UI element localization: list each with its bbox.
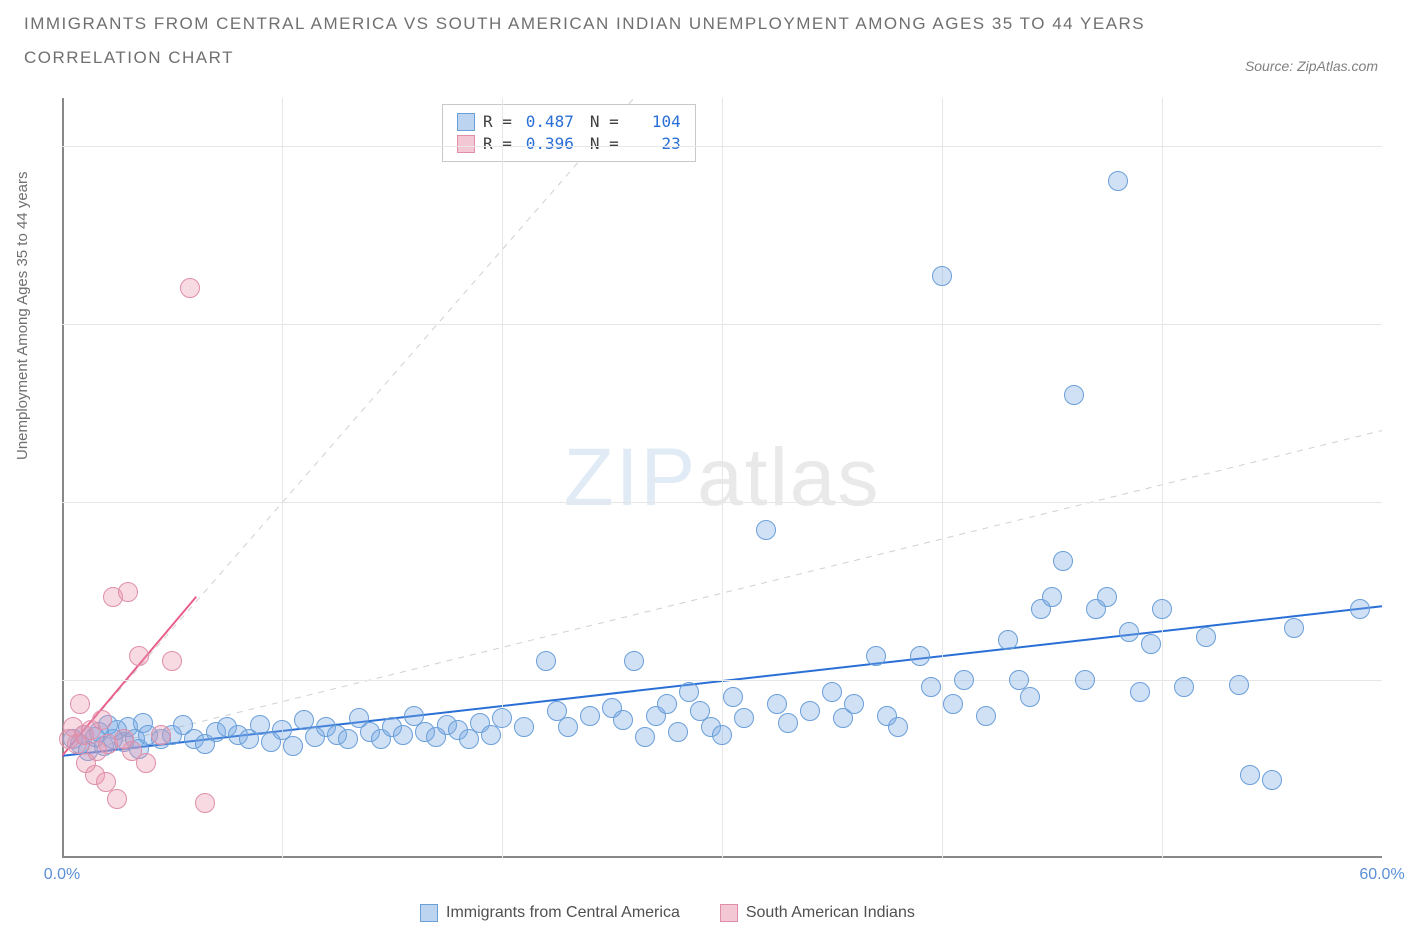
- scatter-point-south: [151, 725, 171, 745]
- legend-n-value: 104: [627, 111, 681, 133]
- scatter-point-central: [1350, 599, 1370, 619]
- scatter-point-central: [844, 694, 864, 714]
- scatter-point-central: [668, 722, 688, 742]
- source-attribution: Source: ZipAtlas.com: [1245, 58, 1378, 74]
- scatter-point-central: [635, 727, 655, 747]
- stats-legend-row: R = 0.487 N = 104: [457, 111, 681, 133]
- y-axis-label: Unemployment Among Ages 35 to 44 years: [14, 171, 31, 460]
- scatter-point-central: [943, 694, 963, 714]
- scatter-point-central: [778, 713, 798, 733]
- scatter-point-south: [129, 646, 149, 666]
- gridline-v: [1162, 98, 1163, 858]
- legend-r-label: R =: [483, 133, 512, 155]
- scatter-point-central: [723, 687, 743, 707]
- scatter-point-central: [1240, 765, 1260, 785]
- scatter-point-south: [118, 582, 138, 602]
- y-tick-label: 7.5%: [1392, 671, 1406, 689]
- stats-legend-box: R = 0.487 N = 104 R = 0.396 N = 23: [442, 104, 696, 162]
- watermark-accent: ZIP: [564, 432, 698, 523]
- series-legend-label: South American Indians: [746, 904, 915, 922]
- scatter-point-central: [1119, 622, 1139, 642]
- legend-swatch: [457, 135, 475, 153]
- scatter-point-south: [195, 793, 215, 813]
- scatter-point-central: [1020, 687, 1040, 707]
- scatter-point-central: [1064, 385, 1084, 405]
- scatter-point-central: [580, 706, 600, 726]
- scatter-point-central: [756, 520, 776, 540]
- x-tick-label: 60.0%: [1359, 866, 1404, 884]
- scatter-point-central: [1262, 770, 1282, 790]
- scatter-point-central: [1229, 675, 1249, 695]
- scatter-point-central: [1108, 171, 1128, 191]
- x-tick-label: 0.0%: [44, 866, 80, 884]
- scatter-point-south: [107, 789, 127, 809]
- scatter-point-central: [712, 725, 732, 745]
- series-legend-label: Immigrants from Central America: [446, 904, 680, 922]
- legend-swatch: [720, 904, 738, 922]
- scatter-point-south: [92, 710, 112, 730]
- gridline-v: [502, 98, 503, 858]
- scatter-point-central: [481, 725, 501, 745]
- scatter-point-south: [180, 278, 200, 298]
- legend-n-label: N =: [590, 111, 619, 133]
- scatter-point-central: [767, 694, 787, 714]
- scatter-point-central: [1097, 587, 1117, 607]
- scatter-point-central: [613, 710, 633, 730]
- series-legend: Immigrants from Central America South Ame…: [420, 904, 915, 922]
- scatter-point-central: [1174, 677, 1194, 697]
- scatter-point-central: [734, 708, 754, 728]
- scatter-point-central: [866, 646, 886, 666]
- watermark-text: atlas: [697, 432, 880, 523]
- scatter-point-central: [1042, 587, 1062, 607]
- correlation-scatter-chart: ZIPatlas R =0.487N =104R =0.396N = 23 7.…: [62, 98, 1382, 858]
- y-tick-label: 22.5%: [1392, 315, 1406, 333]
- scatter-point-central: [536, 651, 556, 671]
- scatter-point-south: [70, 694, 90, 714]
- scatter-point-south: [162, 651, 182, 671]
- legend-n-label: N =: [590, 133, 619, 155]
- y-tick-label: 15.0%: [1392, 493, 1406, 511]
- scatter-point-central: [624, 651, 644, 671]
- scatter-point-central: [1053, 551, 1073, 571]
- scatter-point-central: [514, 717, 534, 737]
- scatter-point-central: [822, 682, 842, 702]
- scatter-point-central: [657, 694, 677, 714]
- scatter-point-central: [1152, 599, 1172, 619]
- series-legend-item: South American Indians: [720, 904, 915, 922]
- scatter-point-central: [558, 717, 578, 737]
- legend-swatch: [420, 904, 438, 922]
- page-title-line1: IMMIGRANTS FROM CENTRAL AMERICA VS SOUTH…: [24, 14, 1406, 34]
- y-tick-label: 30.0%: [1392, 137, 1406, 155]
- legend-r-value: 0.396: [520, 133, 574, 155]
- scatter-point-central: [954, 670, 974, 690]
- scatter-point-central: [976, 706, 996, 726]
- legend-swatch: [457, 113, 475, 131]
- scatter-point-central: [1075, 670, 1095, 690]
- scatter-point-central: [932, 266, 952, 286]
- scatter-point-central: [393, 725, 413, 745]
- series-legend-item: Immigrants from Central America: [420, 904, 680, 922]
- scatter-point-central: [910, 646, 930, 666]
- scatter-point-central: [1130, 682, 1150, 702]
- scatter-point-central: [1141, 634, 1161, 654]
- scatter-point-central: [338, 729, 358, 749]
- scatter-point-central: [283, 736, 303, 756]
- gridline-v: [942, 98, 943, 858]
- legend-r-label: R =: [483, 111, 512, 133]
- scatter-point-central: [492, 708, 512, 728]
- scatter-point-central: [1196, 627, 1216, 647]
- scatter-point-central: [888, 717, 908, 737]
- scatter-point-central: [800, 701, 820, 721]
- page-title-line2: CORRELATION CHART: [24, 48, 1406, 68]
- scatter-point-central: [1284, 618, 1304, 638]
- scatter-point-central: [459, 729, 479, 749]
- scatter-point-south: [136, 753, 156, 773]
- legend-n-value: 23: [627, 133, 681, 155]
- legend-r-value: 0.487: [520, 111, 574, 133]
- scatter-point-central: [921, 677, 941, 697]
- scatter-point-central: [679, 682, 699, 702]
- scatter-point-central: [998, 630, 1018, 650]
- stats-legend-row: R = 0.396 N = 23: [457, 133, 681, 155]
